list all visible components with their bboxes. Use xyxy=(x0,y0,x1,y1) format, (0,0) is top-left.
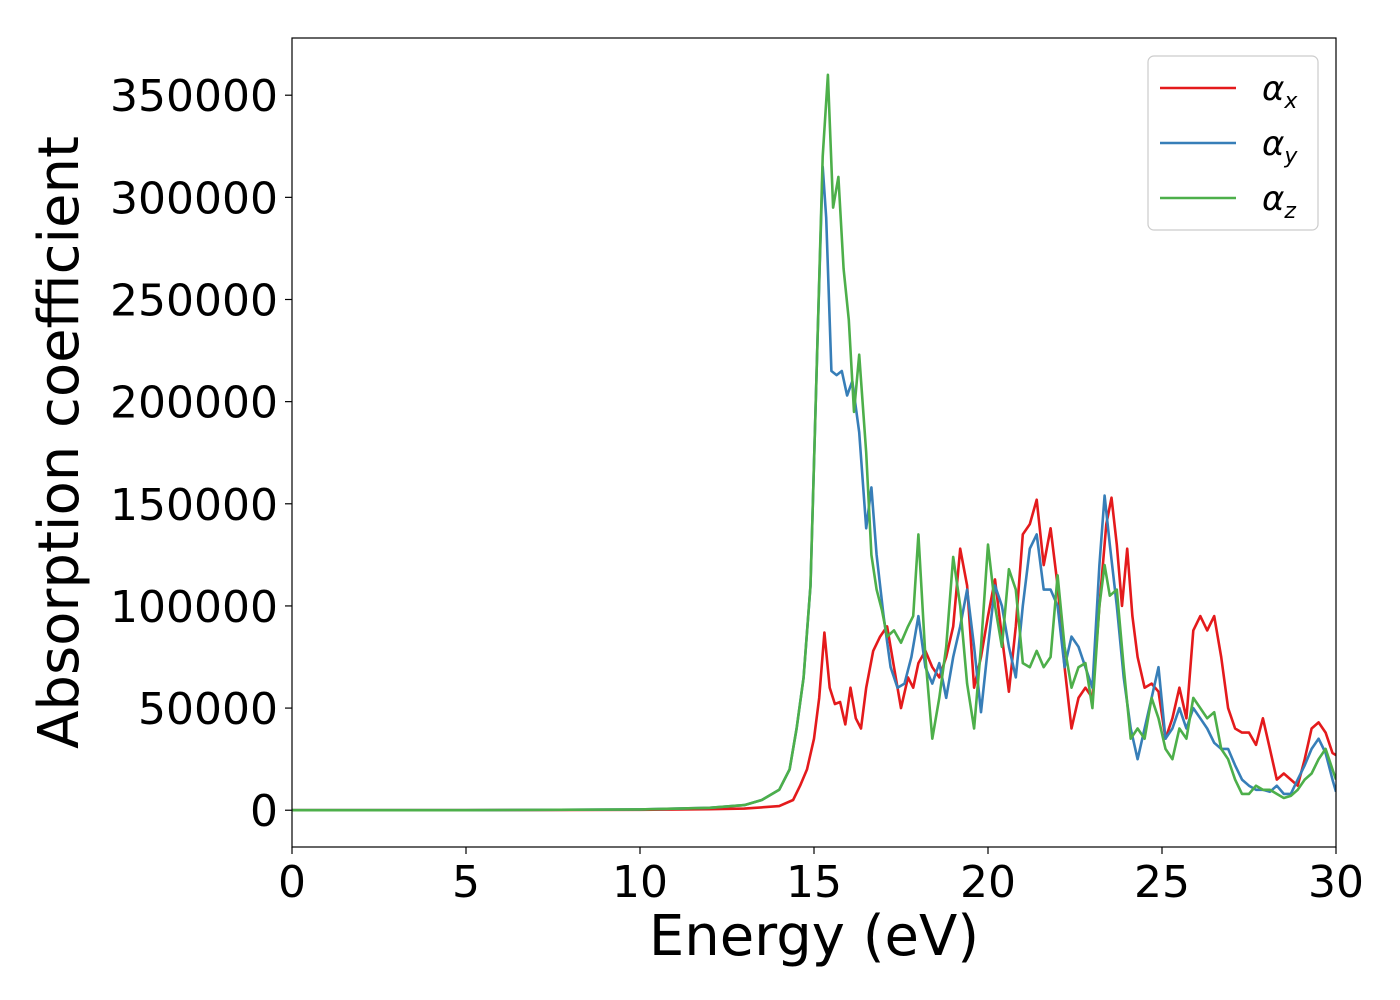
y-axis-ticks: 0 50000 100000 150000 200000 250000 300000 3500… xyxy=(110,71,292,837)
series-line-z xyxy=(292,73,1336,812)
y-tick-label: 250000 xyxy=(110,275,278,326)
y-tick-label: 50000 xyxy=(138,684,278,735)
legend-label-z: αz xyxy=(1262,179,1296,224)
x-tick-label: 0 xyxy=(278,857,306,908)
y-tick-label: 0 xyxy=(250,786,278,837)
y-tick-label: 150000 xyxy=(110,480,278,531)
y-tick-label: 100000 xyxy=(110,582,278,633)
legend-label-y: αy xyxy=(1262,124,1298,169)
plot-area xyxy=(292,73,1336,812)
y-tick-label: 300000 xyxy=(110,173,278,224)
series-line-x xyxy=(292,496,1336,812)
y-axis-label: Absorption coefficient xyxy=(27,136,92,749)
y-tick-label: 350000 xyxy=(110,71,278,122)
x-tick-label: 30 xyxy=(1308,857,1364,908)
x-axis-label: Energy (eV) xyxy=(649,904,979,969)
x-tick-label: 10 xyxy=(612,857,668,908)
x-axis-ticks: 0 5 10 15 20 25 30 xyxy=(278,847,1364,908)
x-tick-label: 25 xyxy=(1134,857,1190,908)
legend-label-x: αx xyxy=(1262,69,1298,114)
y-tick-label: 200000 xyxy=(110,378,278,429)
series-lines xyxy=(292,73,1336,812)
x-tick-label: 20 xyxy=(960,857,1016,908)
series-line-y xyxy=(292,165,1336,812)
legend: αx αy αz xyxy=(1147,55,1319,231)
x-tick-label: 5 xyxy=(452,857,480,908)
x-tick-label: 15 xyxy=(786,857,842,908)
